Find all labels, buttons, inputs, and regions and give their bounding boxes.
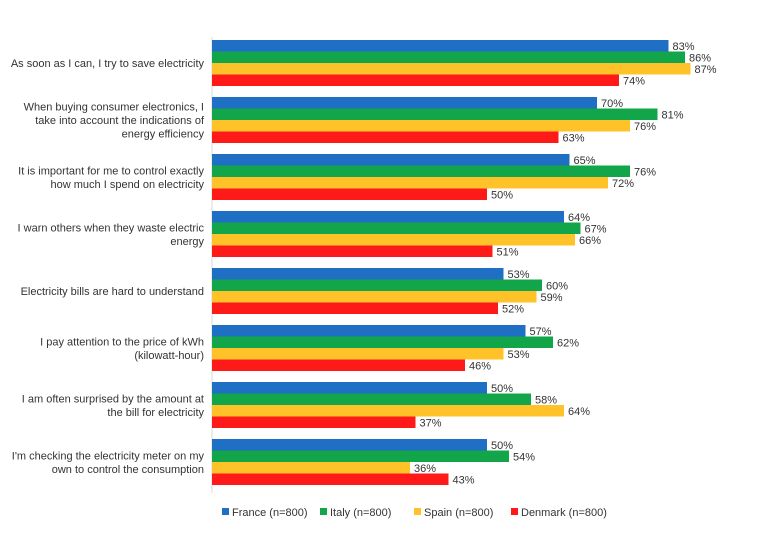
data-label: 76% <box>634 121 656 133</box>
legend-label: Spain (n=800) <box>424 507 493 519</box>
category-label-line: energy efficiency <box>122 129 205 141</box>
category-label-line: Electricity bills are hard to understand <box>21 286 204 298</box>
bar <box>212 325 526 337</box>
category-label-line: I pay attention to the price of kWh <box>40 336 204 348</box>
category-label-line: I'm checking the electricity meter on my <box>12 450 205 462</box>
category-label-line: It is important for me to control exactl… <box>18 165 204 177</box>
data-label: 66% <box>579 235 601 247</box>
bar <box>212 120 630 132</box>
category-label-line: take into account the indications of <box>35 115 205 127</box>
data-label: 53% <box>508 269 530 281</box>
category-label-line: As soon as I can, I try to save electric… <box>11 58 205 70</box>
data-label: 46% <box>469 360 491 372</box>
data-label: 50% <box>491 189 513 201</box>
data-label: 36% <box>414 463 436 475</box>
bar <box>212 336 553 348</box>
data-label: 59% <box>541 292 563 304</box>
legend-swatch <box>320 508 327 515</box>
legend-swatch <box>222 508 229 515</box>
data-label: 70% <box>601 98 623 110</box>
data-label: 60% <box>546 280 568 292</box>
data-label: 72% <box>612 178 634 190</box>
bar <box>212 234 575 246</box>
data-label: 50% <box>491 440 513 452</box>
bar <box>212 279 542 291</box>
category-label: I am often surprised by the amount at the… <box>22 393 205 419</box>
category-label: I warn others when they waste electric en… <box>18 222 205 248</box>
bar <box>212 108 658 120</box>
data-label: 57% <box>530 326 552 338</box>
bar <box>212 74 619 86</box>
bar <box>212 268 504 280</box>
legend-swatch <box>511 508 518 515</box>
category-label-line: When buying consumer electronics, I <box>24 102 204 114</box>
category-label-line: energy <box>170 236 204 248</box>
bar <box>212 473 449 485</box>
bar <box>212 359 465 371</box>
bar <box>212 154 570 166</box>
bar <box>212 416 416 428</box>
data-label: 64% <box>568 406 590 418</box>
data-label: 86% <box>689 52 711 64</box>
legend-label: Italy (n=800) <box>330 507 391 519</box>
data-label: 63% <box>563 132 585 144</box>
data-label: 76% <box>634 166 656 178</box>
bar <box>212 222 581 234</box>
legend-label: Denmark (n=800) <box>521 507 607 519</box>
bar <box>212 382 487 394</box>
bar <box>212 302 498 314</box>
bar <box>212 63 691 75</box>
data-label: 87% <box>695 64 717 76</box>
bar <box>212 131 559 143</box>
bar <box>212 393 531 405</box>
bar <box>212 188 487 200</box>
bar <box>212 40 669 52</box>
data-label: 67% <box>585 223 607 235</box>
data-label: 62% <box>557 337 579 349</box>
bar <box>212 245 493 257</box>
category-label: It is important for me to control exactl… <box>18 165 204 191</box>
bar <box>212 177 608 189</box>
bar <box>212 348 504 360</box>
bar <box>212 211 564 223</box>
category-label-line: how much I spend on electricity <box>51 179 205 191</box>
bar <box>212 405 564 417</box>
bar <box>212 439 487 451</box>
data-label: 52% <box>502 303 524 315</box>
data-label: 53% <box>508 349 530 361</box>
category-label-line: I warn others when they waste electric <box>18 222 205 234</box>
bar <box>212 462 410 474</box>
category-label-line: the bill for electricity <box>107 407 204 419</box>
data-label: 43% <box>453 474 475 486</box>
category-label-line: own to control the consumption <box>52 464 204 476</box>
bar <box>212 450 509 462</box>
data-label: 74% <box>623 75 645 87</box>
data-label: 51% <box>497 246 519 258</box>
data-label: 81% <box>662 109 684 121</box>
category-label-line: I am often surprised by the amount at <box>22 393 204 405</box>
data-label: 83% <box>673 41 695 53</box>
data-label: 58% <box>535 394 557 406</box>
data-label: 65% <box>574 155 596 167</box>
data-label: 64% <box>568 212 590 224</box>
bar <box>212 165 630 177</box>
legend-swatch <box>414 508 421 515</box>
data-label: 54% <box>513 451 535 463</box>
category-label: I pay attention to the price of kWh (kilo… <box>40 336 204 362</box>
category-label: As soon as I can, I try to save electric… <box>11 58 205 70</box>
category-label: Electricity bills are hard to understand <box>21 286 204 298</box>
data-label: 37% <box>420 417 442 429</box>
bar <box>212 291 537 303</box>
legend-label: France (n=800) <box>232 507 308 519</box>
bar <box>212 51 685 63</box>
category-label: I'm checking the electricity meter on my… <box>12 450 205 476</box>
category-label-line: (kilowatt-hour) <box>134 350 204 362</box>
data-label: 50% <box>491 383 513 395</box>
bar <box>212 97 597 109</box>
